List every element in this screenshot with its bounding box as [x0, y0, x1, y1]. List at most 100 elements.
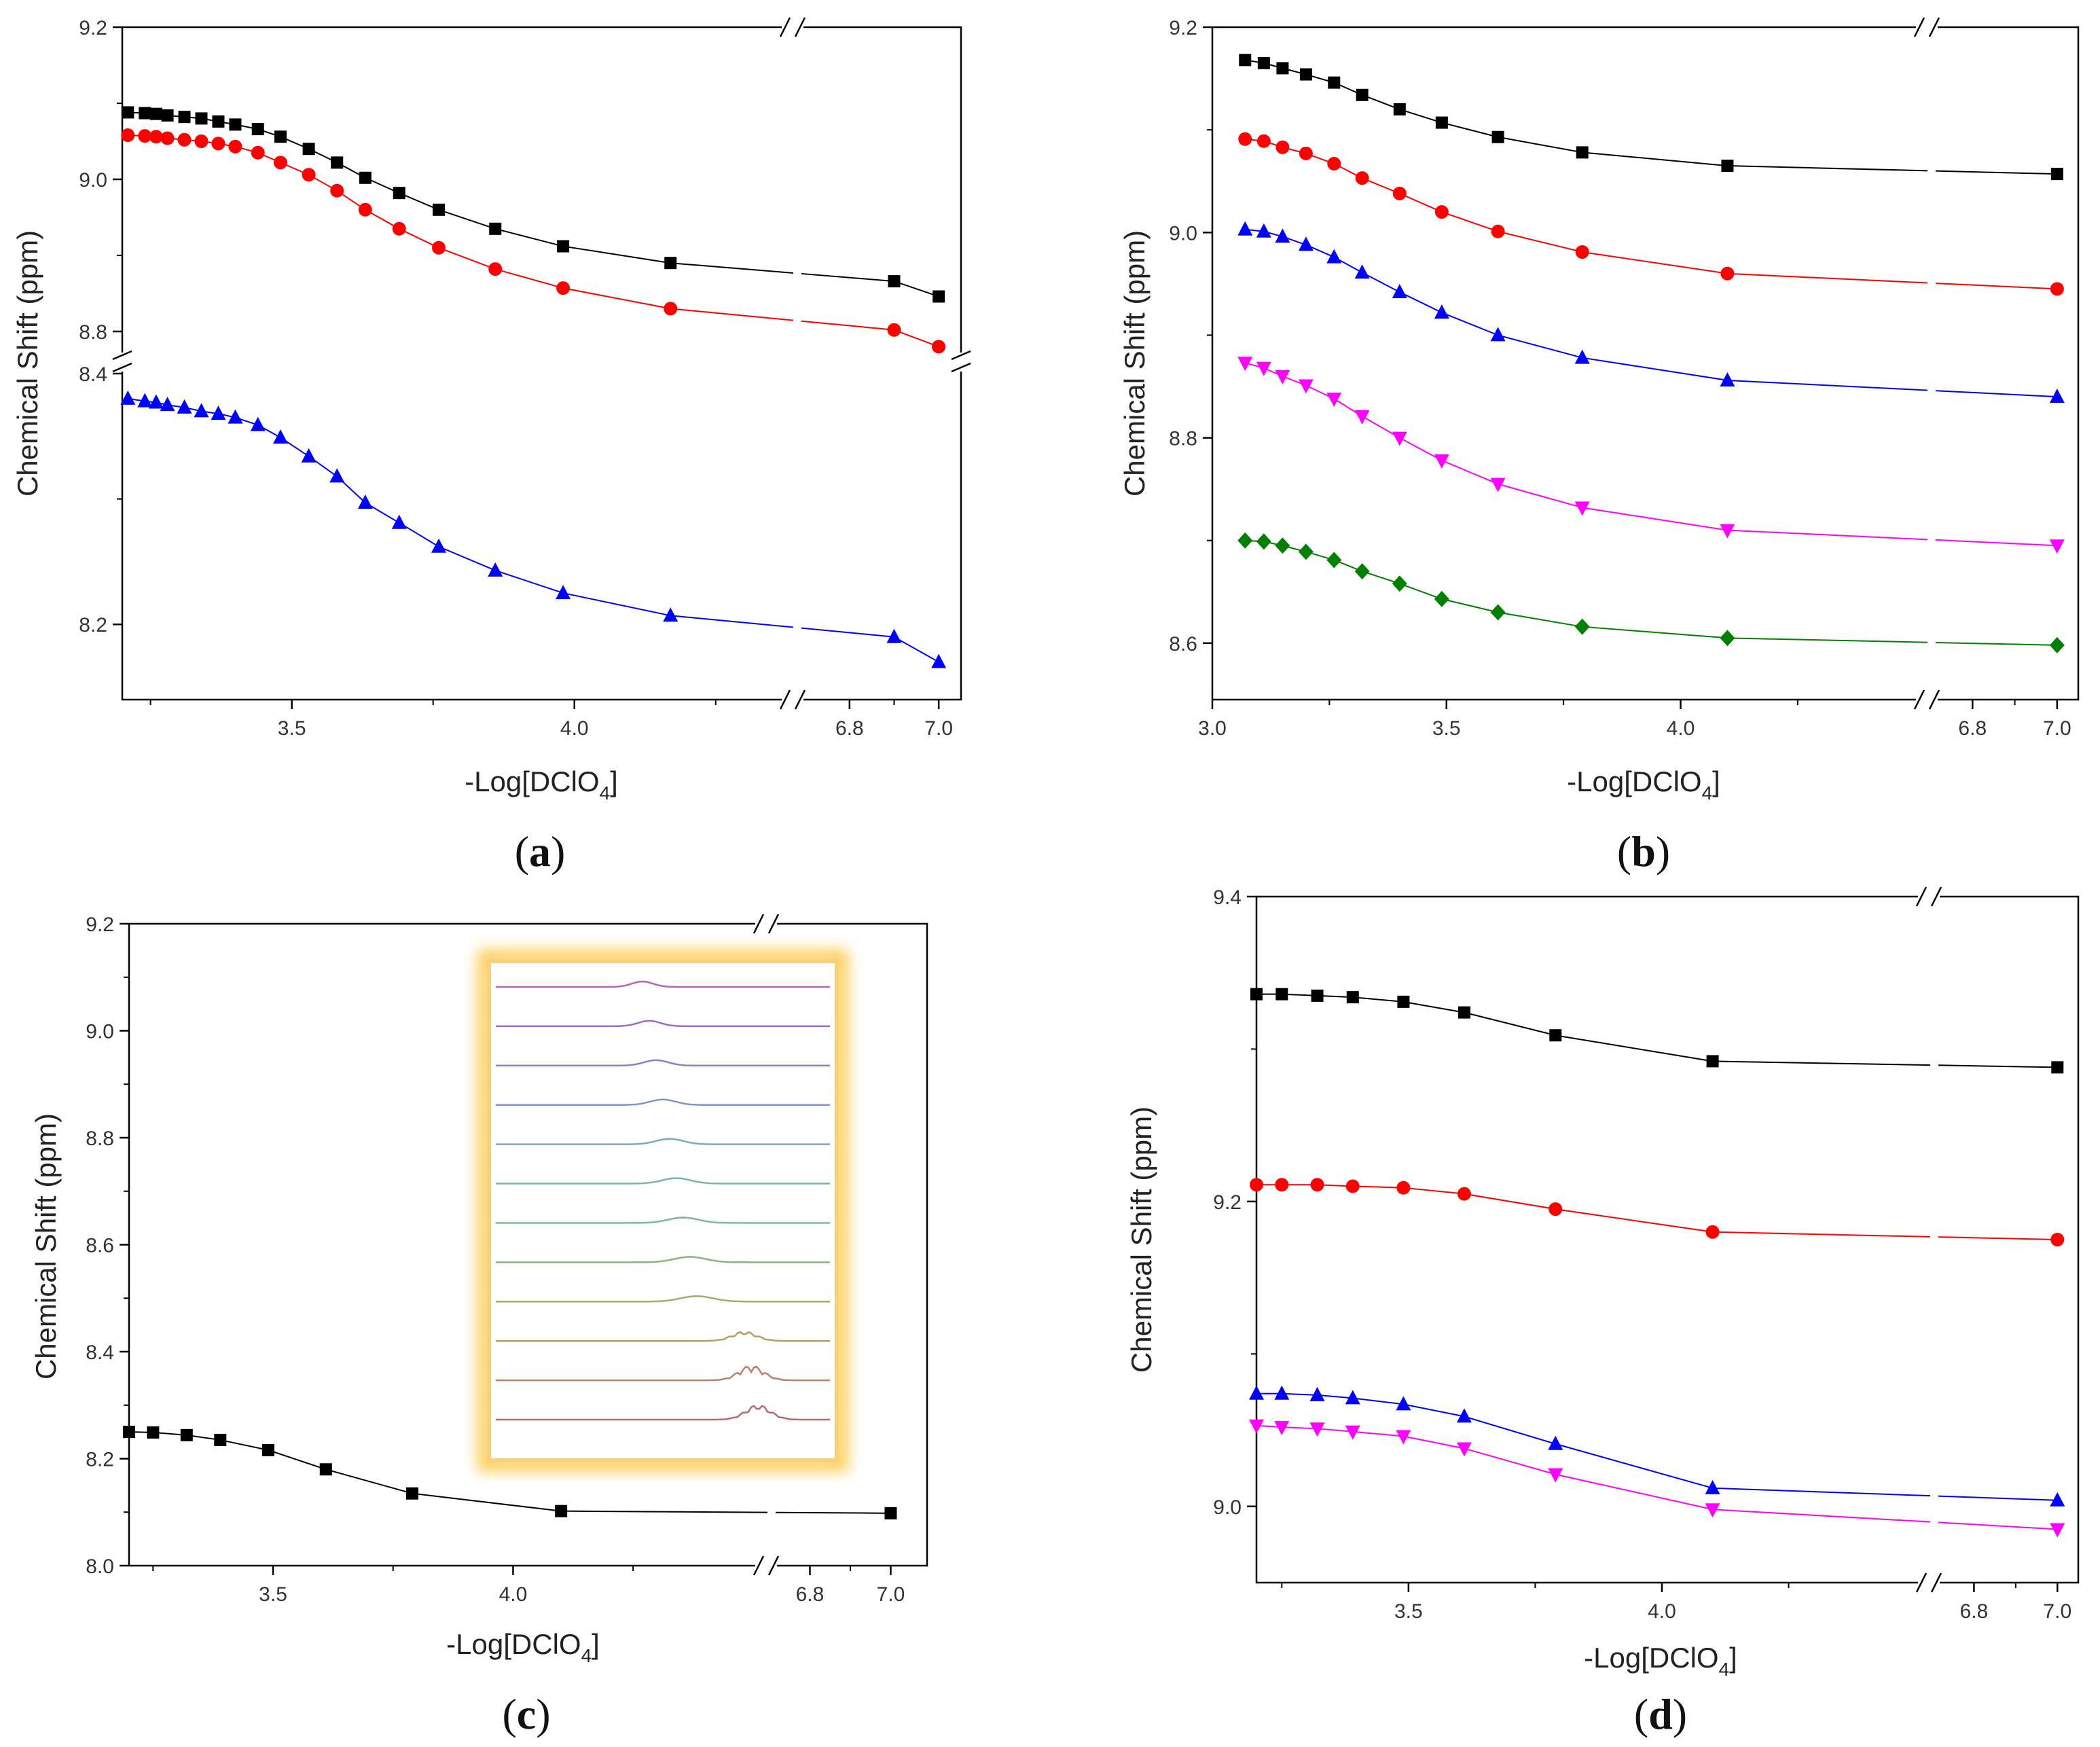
x-axis-title-end: ] [610, 766, 618, 797]
series-line [670, 615, 794, 628]
panel-label: (c) [502, 1690, 550, 1738]
data-point [1356, 88, 1369, 101]
y-tick-label: 9.2 [1213, 1191, 1242, 1214]
data-point [177, 132, 192, 147]
panel-label: (d) [1634, 1690, 1687, 1738]
data-point [488, 262, 503, 276]
data-point [1276, 62, 1289, 75]
plot-frame [1211, 26, 2080, 701]
y-tick-label: 8.2 [86, 1449, 114, 1471]
y-tick-label: 8.4 [86, 1341, 114, 1364]
data-point [1256, 134, 1271, 148]
plot-frame [1255, 895, 2080, 1584]
series-line [1712, 1509, 1931, 1523]
data-point [1298, 236, 1314, 251]
series-line [670, 262, 794, 274]
x-tick-label: 3.5 [278, 717, 306, 740]
data-point [1434, 590, 1449, 607]
data-point [664, 257, 677, 270]
x-tick-label: 6.8 [1958, 717, 1987, 740]
panel-label-letter: a [529, 827, 551, 876]
series-line [1935, 641, 2057, 646]
series-line [1938, 1236, 2058, 1240]
y-tick-label: 9.0 [79, 169, 107, 192]
data-point [884, 1507, 897, 1519]
axis-break-slash [794, 689, 806, 710]
data-point [273, 429, 289, 444]
x-ticks: 3.5 4.0 6.8 7.0 [149, 700, 953, 740]
series-black-squares [123, 1426, 897, 1519]
data-point [1456, 1442, 1472, 1457]
data-point [1309, 1422, 1325, 1437]
data-point [1354, 410, 1370, 425]
x-ticks: 3.0 3.5 4.0 6.8 7.0 [1198, 700, 2071, 740]
x-tick-label: 3.0 [1198, 717, 1227, 740]
inset-spectrum-trace [496, 1059, 830, 1067]
data-point [274, 156, 288, 170]
data-point [211, 406, 226, 420]
data-point [2049, 636, 2065, 653]
data-point [887, 323, 901, 337]
x-tick-label: 4.0 [1667, 717, 1695, 740]
x-axis-title-subscript: 4 [1719, 1659, 1730, 1680]
data-point [1490, 478, 1506, 492]
data-point [1250, 988, 1263, 1001]
series-line [1244, 362, 1728, 531]
data-point [1327, 157, 1341, 171]
plot-frame [121, 26, 962, 701]
inset-spectrum-trace [496, 1020, 830, 1028]
data-point [1575, 245, 1589, 259]
data-point [1490, 327, 1506, 342]
data-point [1457, 1187, 1471, 1201]
data-point [932, 340, 946, 354]
axis-break-slash [767, 914, 780, 934]
x-axis-title-subscript: 4 [1702, 782, 1713, 804]
data-point [1275, 988, 1288, 1001]
data-point [228, 139, 242, 154]
data-point [177, 399, 192, 414]
data-point [1392, 575, 1407, 592]
y-tick-label: 8.2 [79, 614, 107, 636]
data-point [1237, 532, 1253, 549]
data-point [195, 112, 208, 125]
x-tick-label: 7.0 [924, 717, 953, 740]
data-point [1249, 1385, 1264, 1400]
data-point [139, 107, 151, 120]
y-axis-title: Chemical Shift (ppm) [12, 230, 43, 497]
data-point [1328, 76, 1341, 89]
data-point [2050, 1233, 2065, 1246]
data-point [137, 393, 153, 408]
axis-break-slash [779, 17, 791, 37]
data-point [1311, 989, 1324, 1002]
axis-break-slash [1928, 689, 1940, 710]
x-tick-label: 3.5 [1394, 1600, 1423, 1623]
y-tick-label: 9.0 [86, 1021, 114, 1043]
inset-spectrum-trace [496, 1217, 830, 1224]
data-point [160, 131, 175, 145]
axis-break-slash [1930, 886, 1942, 907]
axis-break-slash [794, 17, 806, 37]
series-blue-triangles [1237, 221, 2065, 403]
data-point [1326, 249, 1342, 264]
data-point [1345, 1390, 1360, 1405]
panel-label-open: ( [1634, 1690, 1648, 1738]
chart-panel-b: 3.0 3.5 4.0 6.8 7.0 9.2 9.0 8.8 8.6 -Log[DClO4] Ch… [1119, 17, 2080, 876]
data-point [261, 1443, 274, 1456]
chart-panel-d: 3.5 4.0 6.8 7.0 9.4 9.2 9.0 -Log[DClO4] Chemical… [1125, 886, 2080, 1738]
data-point [1257, 56, 1270, 69]
inset-spectrum-trace [496, 1098, 830, 1106]
x-axis-title-main: -Log[DClO [465, 766, 599, 797]
panel-label: (a) [515, 827, 566, 876]
data-point [557, 240, 570, 253]
x-tick-label: 3.5 [259, 1583, 287, 1606]
y-tick-label: 9.0 [1169, 222, 1197, 245]
data-point [1397, 995, 1410, 1008]
x-tick-label: 7.0 [2043, 717, 2071, 740]
data-point [888, 275, 901, 288]
series-line [1245, 228, 1728, 381]
data-point [359, 171, 372, 184]
data-point [1326, 393, 1342, 408]
panel-label-close: ) [536, 1690, 550, 1738]
data-point [1298, 543, 1314, 560]
series-line [1256, 1392, 1713, 1489]
